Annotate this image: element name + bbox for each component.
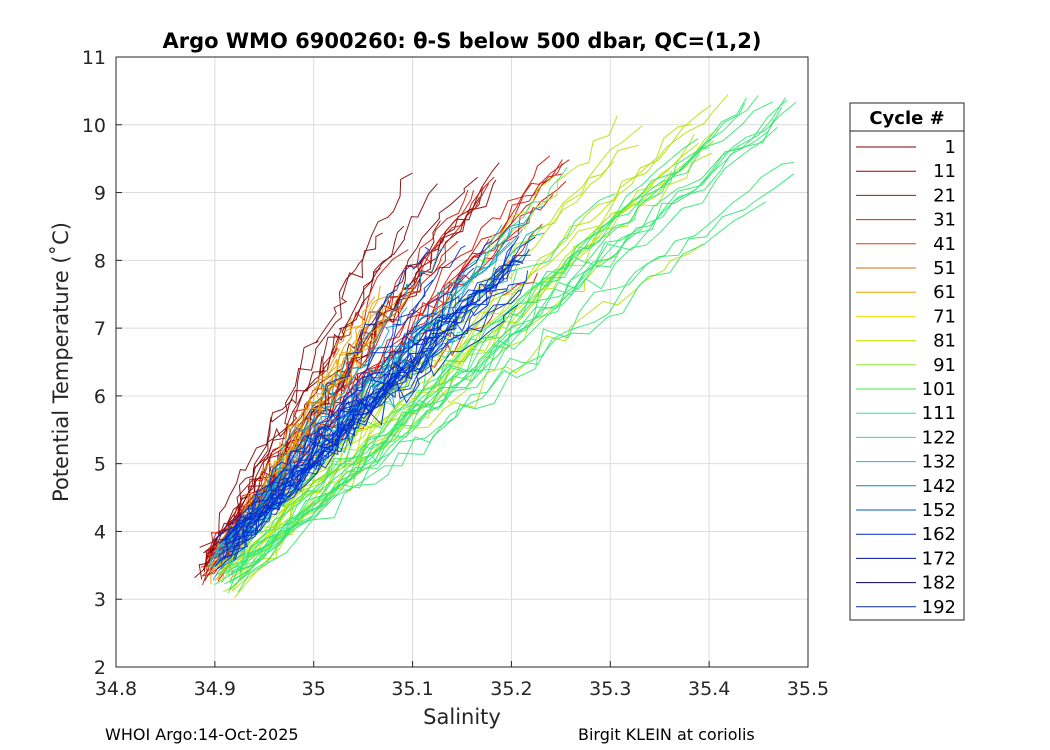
y-tick-label: 2	[94, 657, 106, 679]
legend-label: 31	[933, 210, 956, 231]
profile-trace	[234, 236, 536, 549]
x-tick-label: 35.4	[688, 678, 730, 700]
y-axis-ticks: 2 3 4 5 6 7 8 9 10 11	[82, 47, 122, 679]
profile-trace	[238, 119, 775, 571]
profile-trace	[199, 232, 383, 548]
legend-label: 162	[922, 524, 956, 545]
legend-label: 182	[922, 573, 956, 594]
x-tick-label: 35.5	[787, 678, 829, 700]
x-axis-ticks: 34.8 34.9 35 35.1 35.2 35.3 35.4 35.5	[95, 661, 829, 700]
legend-label: 61	[933, 282, 956, 303]
profile-trace	[219, 254, 531, 540]
legend-label: 152	[922, 500, 956, 521]
x-tick-label: 35.3	[589, 678, 631, 700]
profile-trace	[221, 103, 746, 573]
legend-label: 101	[922, 379, 956, 400]
legend-label: 122	[922, 427, 956, 448]
y-axis-label: Potential Temperature (˚C)	[49, 222, 73, 502]
legend-label: 21	[933, 185, 956, 206]
profile-trace	[223, 97, 786, 585]
x-tick-label: 34.9	[194, 678, 236, 700]
profile-trace	[233, 99, 788, 577]
profile-trace	[235, 201, 766, 585]
profile-trace	[203, 183, 438, 573]
profile-trace	[234, 248, 530, 543]
profile-trace	[223, 97, 747, 575]
profile-trace	[228, 126, 778, 594]
profile-trace	[214, 246, 430, 568]
y-tick-label: 3	[94, 589, 106, 611]
profile-trace	[219, 104, 712, 564]
y-tick-label: 7	[94, 318, 106, 340]
x-tick-label: 35	[302, 678, 326, 700]
legend-label: 41	[933, 234, 956, 255]
legend-label: 1	[945, 137, 956, 158]
legend-label: 111	[922, 403, 956, 424]
y-tick-label: 11	[82, 47, 106, 69]
profile-trace	[237, 161, 795, 593]
y-tick-label: 4	[94, 521, 106, 543]
profile-trace	[234, 128, 719, 598]
legend-label: 142	[922, 476, 956, 497]
legend-title: Cycle #	[869, 108, 944, 129]
y-tick-label: 9	[94, 183, 106, 205]
x-tick-label: 35.2	[490, 678, 532, 700]
footer-source: WHOI Argo:14-Oct-2025	[105, 725, 299, 744]
legend-label: 11	[933, 161, 956, 182]
legend-label: 132	[922, 452, 956, 473]
profile-trace	[229, 138, 699, 591]
plot-area: 34.8 34.9 35 35.1 35.2 35.3 35.4 35.5 2 3 4 5 6 7 8 9 1…	[82, 47, 829, 700]
profile-trace	[204, 155, 551, 564]
profile-trace	[205, 172, 413, 556]
chart-title: Argo WMO 6900260: θ-S below 500 dbar, QC…	[163, 29, 762, 53]
footer-operator: Birgit KLEIN at coriolis	[578, 725, 755, 744]
legend-label: 91	[933, 355, 956, 376]
axes-box	[115, 56, 809, 668]
profile-trace	[223, 289, 522, 545]
legend-items: 1112131415161718191101111122132142152162…	[856, 137, 956, 618]
x-tick-label: 35.1	[391, 678, 433, 700]
profile-trace	[214, 260, 524, 546]
profile-trace	[231, 95, 759, 570]
y-tick-label: 6	[94, 386, 106, 408]
y-tick-label: 10	[82, 115, 106, 137]
profile-traces	[194, 94, 797, 598]
x-axis-label: Salinity	[423, 705, 501, 729]
profile-trace	[214, 101, 797, 586]
y-tick-label: 5	[94, 454, 106, 476]
profile-trace	[217, 264, 512, 570]
legend-label: 71	[933, 306, 956, 327]
profile-trace	[218, 270, 529, 535]
profile-trace	[214, 205, 546, 553]
legend: Cycle # 11121314151617181911011111221321…	[849, 102, 965, 621]
legend-label: 81	[933, 331, 956, 352]
profile-trace	[229, 160, 615, 580]
legend-label: 192	[922, 597, 956, 618]
profile-trace	[216, 94, 729, 567]
profile-trace	[228, 245, 466, 548]
legend-label: 51	[933, 258, 956, 279]
y-tick-label: 8	[94, 250, 106, 272]
profile-trace	[224, 264, 520, 540]
x-tick-label: 34.8	[95, 678, 137, 700]
profile-trace	[234, 236, 520, 561]
profile-trace	[218, 173, 795, 576]
legend-label: 172	[922, 548, 956, 569]
profile-trace	[218, 290, 394, 548]
profile-trace	[226, 147, 709, 576]
profile-trace	[222, 316, 457, 560]
